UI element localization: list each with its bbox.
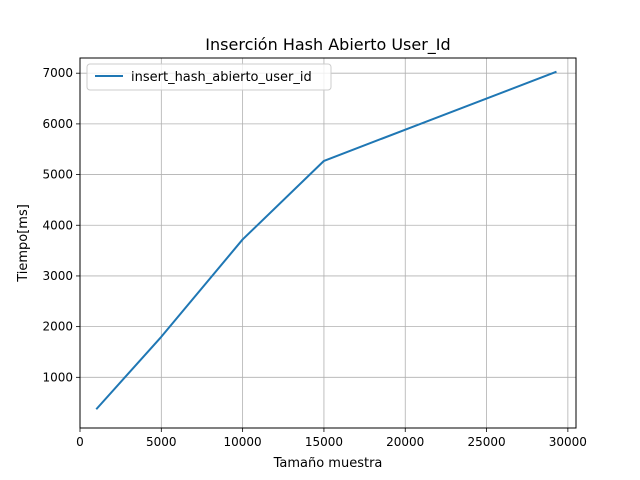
legend-label: insert_hash_abierto_user_id	[131, 70, 312, 85]
y-tick-label: 7000	[42, 66, 73, 80]
legend-box	[86, 63, 332, 91]
x-tick-label: 5000	[146, 435, 177, 449]
y-axis-label: Tiempo[ms]	[16, 204, 31, 283]
y-tick-label: 4000	[42, 218, 73, 232]
series-line	[95, 70, 557, 410]
legend: insert_hash_abierto_user_id	[86, 63, 332, 91]
x-axis-ticks: 0 5000 10000 15000 20000 25000 30000	[76, 428, 587, 449]
x-tick-label: 10000	[224, 435, 262, 449]
chart-title: Inserción Hash Abierto User_Id	[205, 35, 450, 55]
x-tick-label: 20000	[386, 435, 424, 449]
x-tick-label: 0	[76, 435, 84, 449]
plot-frame	[79, 57, 577, 429]
series-layer	[95, 70, 557, 410]
y-tick-label: 6000	[42, 117, 73, 131]
y-axis-ticks: 1000 2000 3000 4000 5000 6000 7000	[42, 66, 80, 384]
x-tick-label: 25000	[467, 435, 505, 449]
y-tick-label: 2000	[42, 320, 73, 334]
x-tick-label: 30000	[549, 435, 587, 449]
y-tick-label: 3000	[42, 269, 73, 283]
x-tick-label: 15000	[305, 435, 343, 449]
x-axis-label: Tamaño muestra	[273, 456, 383, 471]
y-tick-label: 1000	[42, 370, 73, 384]
y-tick-label: 5000	[42, 168, 73, 182]
